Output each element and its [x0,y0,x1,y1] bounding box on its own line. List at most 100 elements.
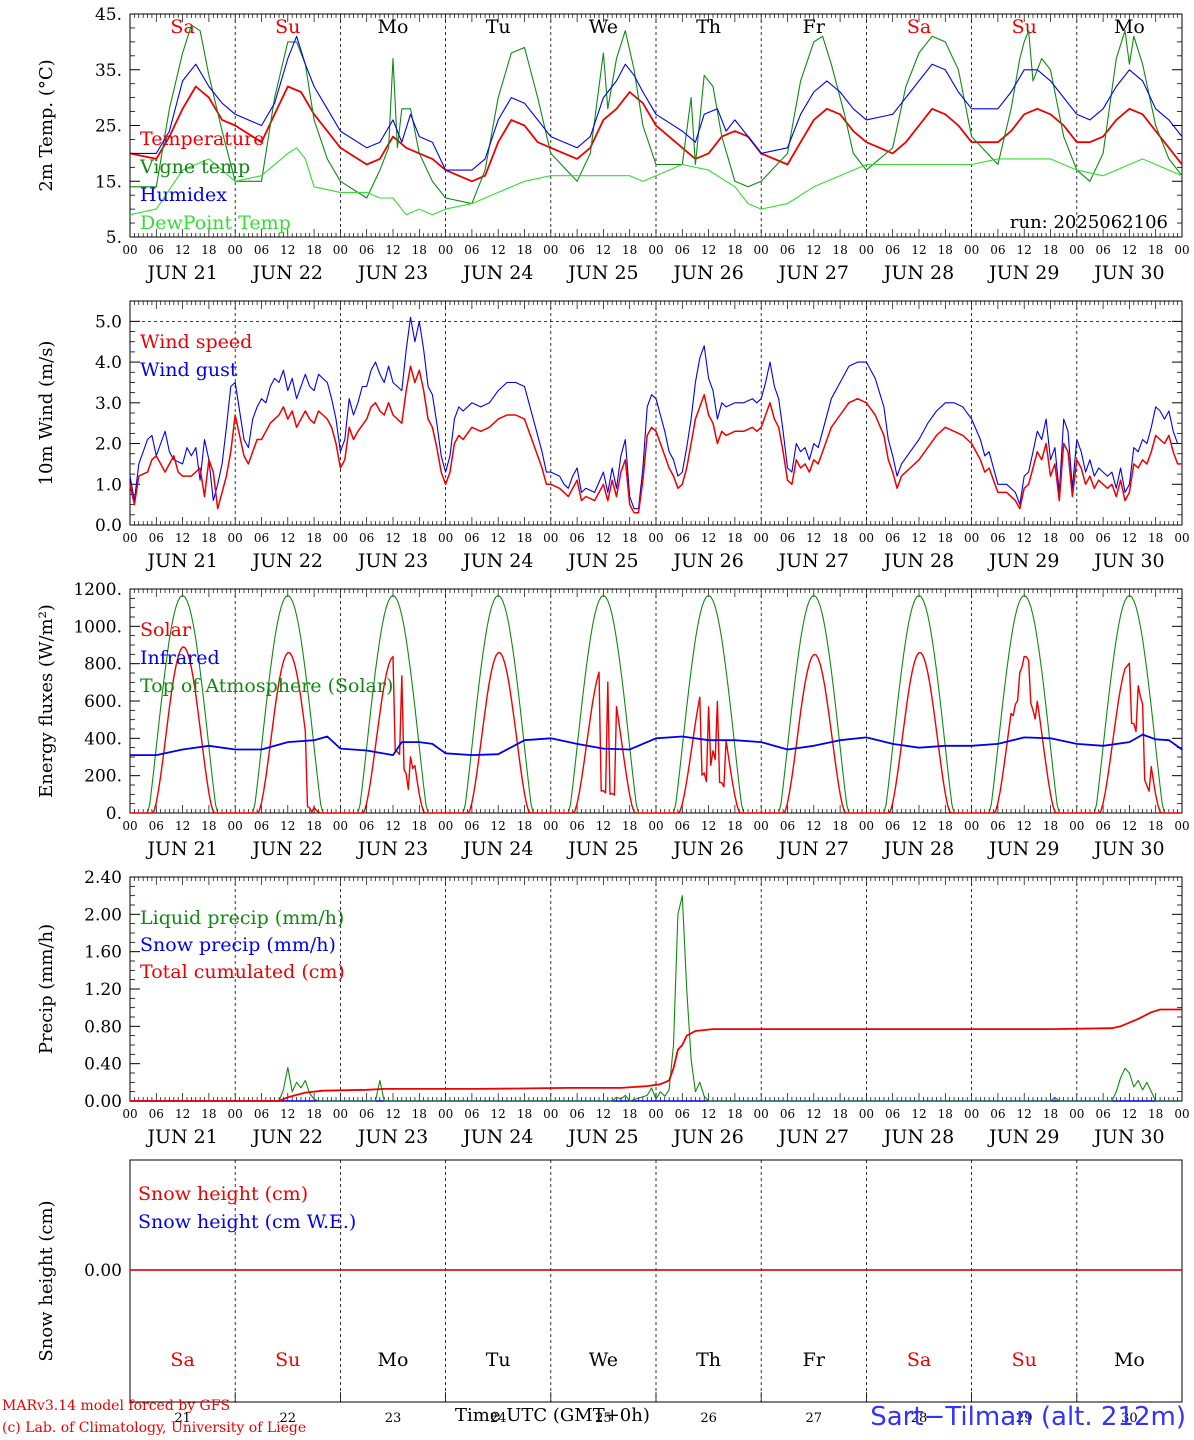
date-label: JUN 22 [251,262,323,284]
date-label: JUN 26 [671,1126,743,1148]
date-label: JUN 28 [882,1126,954,1148]
hour-tick-label: 12 [911,243,926,257]
y-tick-label: 1200. [73,580,122,600]
hour-tick-label: 12 [280,531,295,545]
y-tick-label: 0.80 [84,1017,122,1037]
date-label: JUN 27 [777,550,849,572]
y-tick-label: 15. [95,172,122,192]
hour-tick-label: 12 [385,1107,400,1121]
hour-tick-label: 18 [832,1107,847,1121]
hour-tick-label: 18 [412,531,427,545]
hour-tick-label: 00 [1069,531,1084,545]
panel-frame [129,588,1183,814]
date-label: JUN 21 [145,1126,217,1148]
hour-tick-label: 06 [149,819,164,833]
hour-tick-label: 18 [1148,531,1163,545]
date-label: JUN 25 [566,262,638,284]
hour-tick-label: 06 [885,243,900,257]
weekday-label: Mo [1114,1349,1145,1371]
hour-tick-label: 06 [464,243,479,257]
y-tick-label: 2.40 [84,868,122,888]
y-axis-label: 2m Temp. (°C) [36,59,57,191]
hour-tick-label: 06 [1095,819,1110,833]
hour-tick-label: 00 [333,531,348,545]
hour-tick-label: 00 [859,1107,874,1121]
legend-entry: Humidex [140,184,227,206]
hour-tick-label: 18 [517,819,532,833]
panel-wind: 0.0 1.0 2.0 3.0 4.0 5.0 10m Wind (m/s) Wind spe… [36,300,1190,572]
legend-entry: Top of Atmosphere (Solar) [140,675,393,697]
hour-tick-label: 06 [780,1107,795,1121]
hour-tick-label: 00 [1174,819,1189,833]
hour-tick-label: 06 [569,819,584,833]
legend-entry: Liquid precip (mm/h) [140,907,344,929]
date-label: JUN 29 [987,262,1059,284]
hour-tick-label: 06 [464,531,479,545]
hour-tick-label: 06 [885,1107,900,1121]
date-label: JUN 24 [461,262,533,284]
hour-tick-label: 00 [964,1107,979,1121]
hour-tick-label: 00 [122,1107,137,1121]
hour-tick-label: 18 [306,243,321,257]
hour-tick-label: 00 [122,243,137,257]
hour-tick-label: 06 [254,243,269,257]
hour-tick-label: 06 [569,243,584,257]
y-tick-label: 1.20 [84,980,122,1000]
hour-tick-label: 18 [201,243,216,257]
hour-tick-label: 18 [727,531,742,545]
hour-tick-label: 00 [648,1107,663,1121]
date-label: JUN 23 [356,838,428,860]
hour-tick-label: 12 [280,1107,295,1121]
y-tick-label: 1000. [73,617,122,637]
hour-tick-label: 12 [596,531,611,545]
legend-entry: Infrared [140,647,220,669]
hour-tick-label: 00 [859,243,874,257]
panel-snow: 0.00 Snow height (cm) Snow height (cm) Snow… [36,1159,1183,1426]
hour-tick-label: 18 [727,1107,742,1121]
hour-tick-label: 12 [1122,819,1137,833]
date-label: JUN 28 [882,262,954,284]
hour-tick-label: 18 [1043,1107,1058,1121]
hour-tick-label: 12 [911,531,926,545]
hour-tick-label: 12 [701,531,716,545]
series-dewpoint-temp [129,147,1183,216]
date-label: JUN 23 [356,262,428,284]
run-label: run: 2025062106 [1010,212,1168,233]
hour-tick-label: 12 [491,531,506,545]
hour-tick-label: 12 [701,819,716,833]
hour-tick-label: 18 [622,531,637,545]
legend-entry: DewPoint Temp [140,212,291,234]
date-label: JUN 27 [777,838,849,860]
hour-tick-label: 00 [964,531,979,545]
hour-tick-label: 06 [464,819,479,833]
weekday-label: Mo [378,16,409,38]
hour-tick-label: 00 [438,819,453,833]
hour-tick-label: 18 [306,1107,321,1121]
hour-tick-label: 06 [149,243,164,257]
y-axis-label: Energy fluxes (W/m²) [36,604,57,798]
hour-tick-label: 12 [1017,819,1032,833]
hour-tick-label: 12 [175,243,190,257]
weekday-label: Th [696,16,721,38]
series-infrared [130,733,1183,756]
hour-tick-label: 12 [175,1107,190,1121]
date-label: JUN 21 [145,262,217,284]
date-label: JUN 24 [461,1126,533,1148]
hour-tick-label: 18 [622,819,637,833]
hour-tick-label: 18 [306,819,321,833]
day-number-label: 26 [700,1411,717,1426]
date-label: JUN 28 [882,838,954,860]
weekday-label: Sa [170,1349,194,1371]
hour-tick-label: 00 [754,819,769,833]
weekday-label: Tu [486,1349,511,1371]
y-tick-label: 5. [106,228,122,248]
legend-entry: Solar [140,619,192,641]
y-tick-label: 3.0 [95,394,122,414]
hour-tick-label: 12 [806,1107,821,1121]
y-tick-label: 5.0 [95,312,122,332]
legend-entry: Snow precip (mm/h) [140,934,336,956]
hour-tick-label: 12 [491,243,506,257]
panel-temp: 5. 15. 25. 35. 45. 2m Temp. (°C) Sa Su Mo Tu We Th F… [36,5,1190,284]
date-label: JUN 29 [987,1126,1059,1148]
day-number-label: 23 [385,1411,402,1426]
